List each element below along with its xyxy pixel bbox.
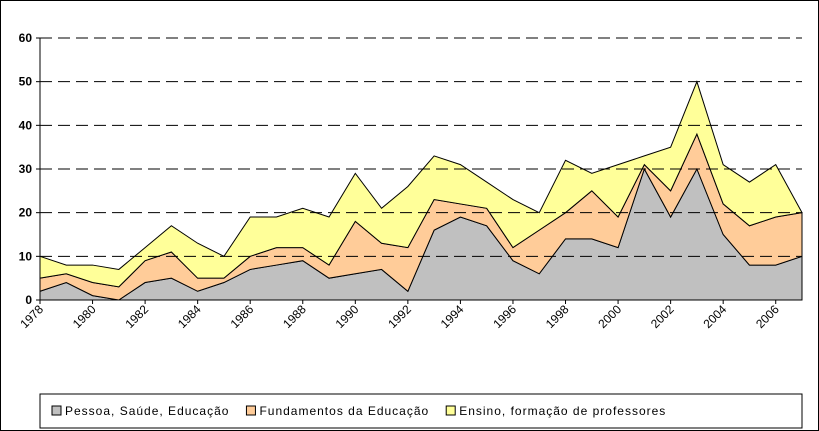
y-tick-label: 50	[19, 75, 33, 89]
legend-swatch	[51, 405, 62, 416]
y-tick-label: 20	[19, 206, 33, 220]
y-tick-label: 40	[19, 118, 33, 132]
legend-label: Fundamentos da Educação	[259, 404, 429, 418]
y-tick-label: 30	[19, 162, 33, 176]
legend-swatch	[445, 405, 456, 416]
area	[39, 80, 803, 288]
legend-box	[39, 393, 803, 429]
legend-label: Pessoa, Saúde, Educação	[65, 404, 229, 418]
legend-label: Ensino, formação de professores	[459, 404, 666, 418]
y-tick-label: 0	[25, 293, 32, 307]
y-tick-label: 10	[19, 249, 33, 263]
legend-swatch	[245, 405, 256, 416]
y-tick-label: 60	[19, 31, 33, 45]
